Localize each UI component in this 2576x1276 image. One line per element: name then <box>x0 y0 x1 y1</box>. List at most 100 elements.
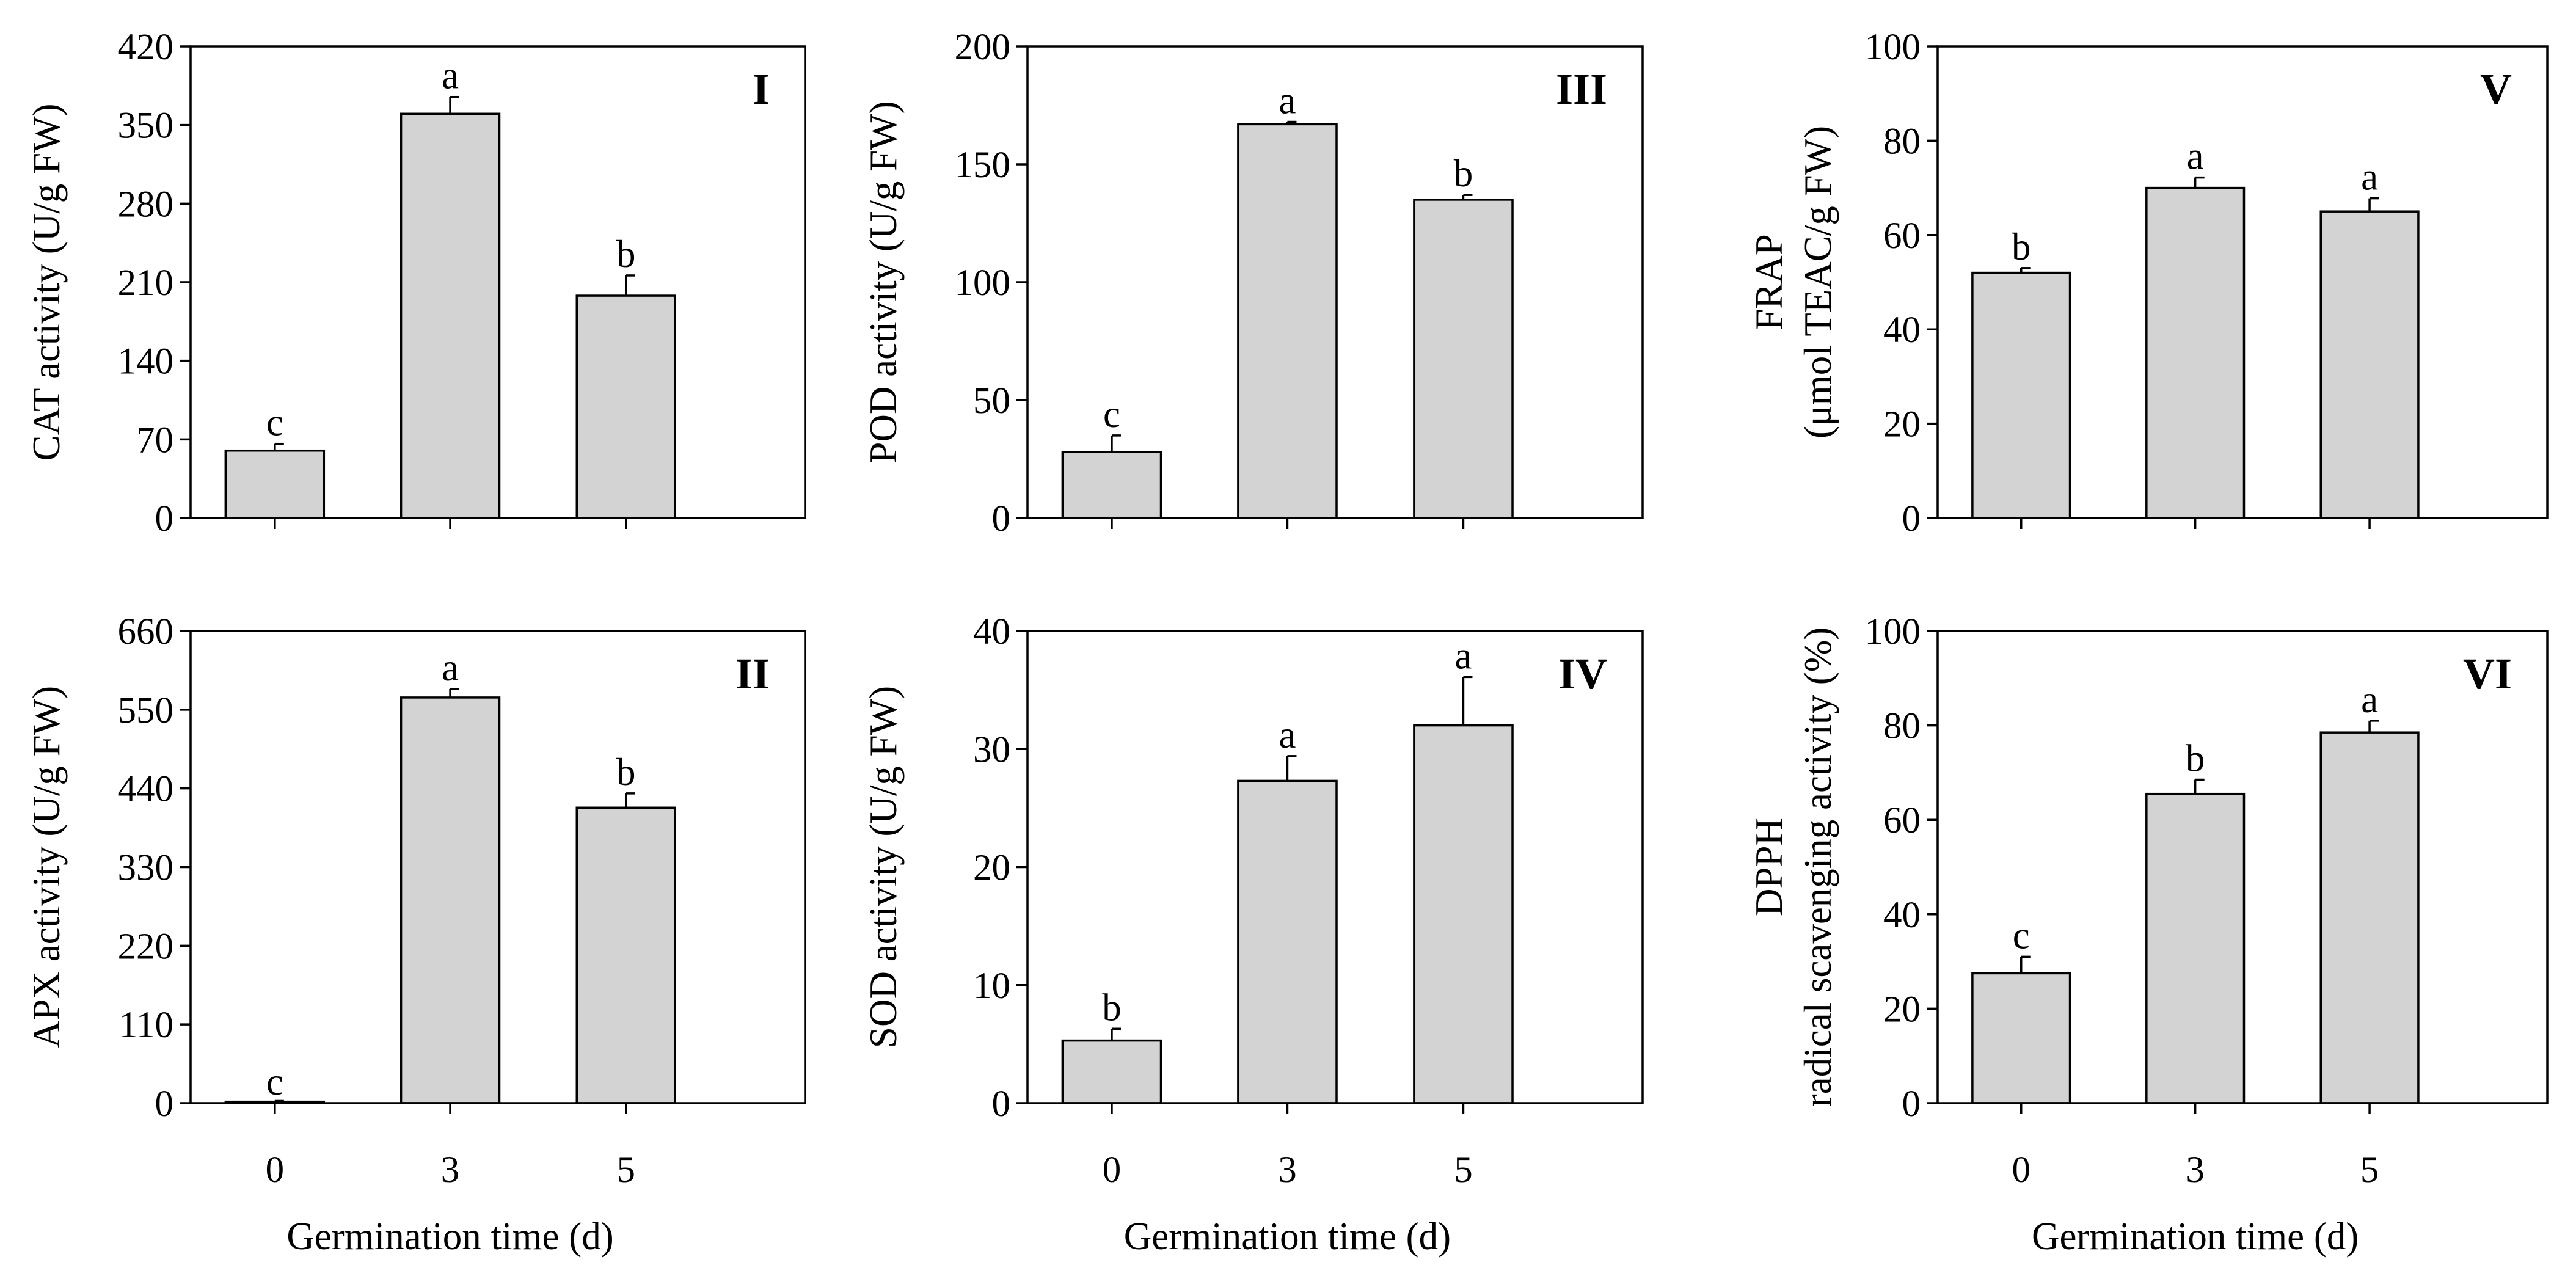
x-tick-label: 5 <box>1454 1150 1473 1190</box>
bar-day-5 <box>575 294 676 519</box>
significance-letter: b <box>2186 737 2205 779</box>
bar-day-5 <box>1413 724 1514 1104</box>
error-bar <box>2368 720 2379 733</box>
bar-day-5 <box>2319 731 2420 1104</box>
panel-label: I <box>753 65 770 114</box>
significance-letter: b <box>616 233 636 275</box>
error-bar <box>1111 1027 1121 1041</box>
y-tick-label: 420 <box>118 27 174 68</box>
significance-letter: c <box>1103 393 1120 436</box>
significance-letter: a <box>1279 713 1296 756</box>
significance-letter: a <box>2187 135 2204 178</box>
y-tick-label: 60 <box>1883 216 1921 257</box>
y-tick-label: 660 <box>118 611 174 652</box>
bar-day-0 <box>1061 451 1162 519</box>
plot-frame <box>1026 630 1644 1104</box>
x-tick-label: 0 <box>1103 1150 1122 1190</box>
y-tick-label: 20 <box>973 848 1010 889</box>
bar-day-5 <box>575 806 676 1104</box>
y-tick-label: 10 <box>973 966 1010 1007</box>
panel-I: 0 70 140 210 280 350 420 c a b I CAT activity (U/g … <box>25 27 806 539</box>
y-tick-label: 60 <box>1883 800 1921 841</box>
y-tick-label: 220 <box>118 926 174 967</box>
y-axis-label: CAT activity (U/g FW) <box>25 103 68 461</box>
error-bar <box>625 792 635 808</box>
error-bar <box>2194 778 2205 794</box>
panel-label: II <box>735 649 770 698</box>
panel-III: 0 50 100 150 200 c a b III POD activity (U/g FW) <box>862 27 1644 539</box>
x-tick-label: 3 <box>1278 1150 1297 1190</box>
x-axis-label: Germination time (d) <box>1124 1215 1451 1258</box>
y-tick-label: 110 <box>119 1005 173 1046</box>
plot-frame <box>1936 630 2549 1104</box>
y-tick-label: 40 <box>973 611 1010 652</box>
panel-IV: 0 10 20 30 40 b 0 a 3 a 5 IV SOD activity (U/g FW) Ge… <box>862 611 1644 1258</box>
error-bar <box>1462 676 1473 726</box>
significance-letter: a <box>2361 156 2378 199</box>
error-bar <box>2368 197 2379 212</box>
significance-letter: c <box>266 1060 283 1103</box>
y-tick-label: 100 <box>955 263 1011 304</box>
y-axis-label-line-1: DPPH <box>1748 818 1790 916</box>
x-tick-label: 5 <box>2360 1150 2379 1190</box>
bar-day-5 <box>2319 210 2420 519</box>
x-tick-label: 0 <box>2012 1150 2031 1190</box>
bar-day-0 <box>1971 972 2071 1104</box>
x-tick-label: 0 <box>266 1150 285 1190</box>
y-tick-label: 0 <box>1902 498 1921 539</box>
panel-label: VI <box>2463 649 2512 698</box>
y-tick-label: 0 <box>992 498 1011 539</box>
y-tick-label: 50 <box>973 381 1010 421</box>
plot-frame <box>1936 45 2549 519</box>
y-tick-label: 80 <box>1883 706 1921 747</box>
bar-day-0 <box>1061 1039 1162 1104</box>
error-bar <box>274 442 284 451</box>
significance-letter: b <box>1102 986 1122 1029</box>
bar-day-0 <box>224 449 326 519</box>
x-tick-label: 3 <box>441 1150 460 1190</box>
y-tick-label: 210 <box>118 263 174 304</box>
bar-day-3 <box>2145 186 2246 519</box>
y-tick-label: 140 <box>118 341 174 382</box>
error-bar <box>449 688 460 698</box>
y-axis-label: POD activity (U/g FW) <box>862 101 905 463</box>
y-tick-label: 100 <box>1865 611 1921 652</box>
y-tick-label: 0 <box>992 1084 1011 1125</box>
bar-day-3 <box>400 696 501 1104</box>
y-tick-label: 0 <box>1902 1084 1921 1125</box>
y-tick-label: 0 <box>155 498 174 539</box>
significance-letter: a <box>2361 678 2378 721</box>
bar-day-0 <box>1971 271 2071 519</box>
significance-letter: a <box>1454 634 1472 677</box>
y-axis-label: SOD activity (U/g FW) <box>862 686 905 1048</box>
y-tick-label: 20 <box>1883 989 1921 1030</box>
significance-letter: a <box>442 54 459 97</box>
plot-frame <box>189 630 806 1104</box>
y-tick-label: 40 <box>1883 310 1921 351</box>
error-bar <box>2194 176 2205 188</box>
error-bar <box>625 274 635 296</box>
bar-day-5 <box>1413 199 1514 519</box>
x-axis-label: Germination time (d) <box>286 1215 613 1258</box>
y-tick-label: 200 <box>955 27 1011 68</box>
panel-label: V <box>2480 65 2512 114</box>
significance-letter: b <box>1454 152 1473 195</box>
error-bar <box>449 95 460 114</box>
y-tick-label: 0 <box>155 1084 174 1125</box>
y-tick-label: 440 <box>118 769 174 810</box>
y-axis-label-line-2: radical scavenging activity (%) <box>1797 627 1839 1107</box>
y-axis-label-line-2: (μmol TEAC/g FW) <box>1797 126 1839 439</box>
y-axis-label: APX activity (U/g FW) <box>25 686 68 1048</box>
x-axis-label: Germination time (d) <box>2032 1215 2359 1258</box>
error-bar <box>2020 955 2031 974</box>
x-tick-label: 5 <box>617 1150 636 1190</box>
panel-label: III <box>1556 65 1607 114</box>
bar-day-3 <box>1237 779 1338 1104</box>
plot-frame <box>1026 45 1644 519</box>
x-tick-label: 3 <box>2186 1150 2205 1190</box>
panel-VI: 0 20 40 60 80 100 c 0 b 3 a 5 VI DPPH radical scavengi… <box>1748 611 2549 1258</box>
significance-letter: b <box>616 751 636 793</box>
panel-label: IV <box>1558 649 1607 698</box>
bar-day-3 <box>400 112 501 519</box>
